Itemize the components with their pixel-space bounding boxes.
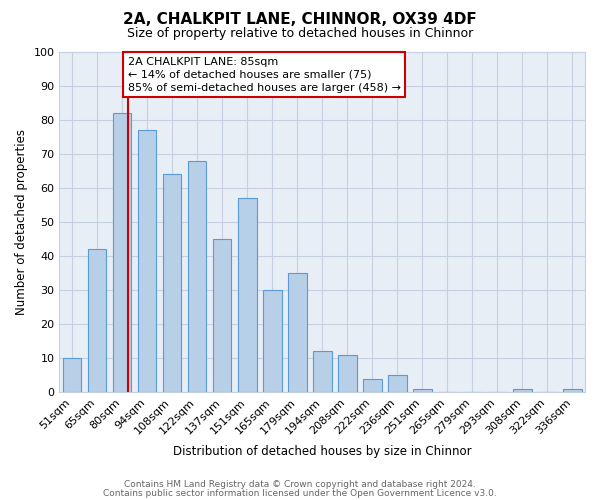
Bar xyxy=(188,160,206,392)
X-axis label: Distribution of detached houses by size in Chinnor: Distribution of detached houses by size … xyxy=(173,444,472,458)
Text: Contains public sector information licensed under the Open Government Licence v3: Contains public sector information licen… xyxy=(103,488,497,498)
Bar xyxy=(413,389,432,392)
Bar xyxy=(163,174,181,392)
Bar xyxy=(88,249,106,392)
Bar xyxy=(113,113,131,392)
Text: Contains HM Land Registry data © Crown copyright and database right 2024.: Contains HM Land Registry data © Crown c… xyxy=(124,480,476,489)
Bar xyxy=(513,389,532,392)
Bar xyxy=(62,358,82,392)
Bar xyxy=(213,239,232,392)
Bar xyxy=(563,389,582,392)
Bar xyxy=(288,273,307,392)
Bar xyxy=(238,198,257,392)
Bar xyxy=(338,355,356,393)
Bar xyxy=(363,378,382,392)
Text: 2A CHALKPIT LANE: 85sqm
← 14% of detached houses are smaller (75)
85% of semi-de: 2A CHALKPIT LANE: 85sqm ← 14% of detache… xyxy=(128,56,401,93)
Bar xyxy=(388,376,407,392)
Text: Size of property relative to detached houses in Chinnor: Size of property relative to detached ho… xyxy=(127,28,473,40)
Bar xyxy=(263,290,281,392)
Text: 2A, CHALKPIT LANE, CHINNOR, OX39 4DF: 2A, CHALKPIT LANE, CHINNOR, OX39 4DF xyxy=(123,12,477,28)
Bar xyxy=(313,352,332,393)
Bar xyxy=(137,130,157,392)
Y-axis label: Number of detached properties: Number of detached properties xyxy=(15,129,28,315)
